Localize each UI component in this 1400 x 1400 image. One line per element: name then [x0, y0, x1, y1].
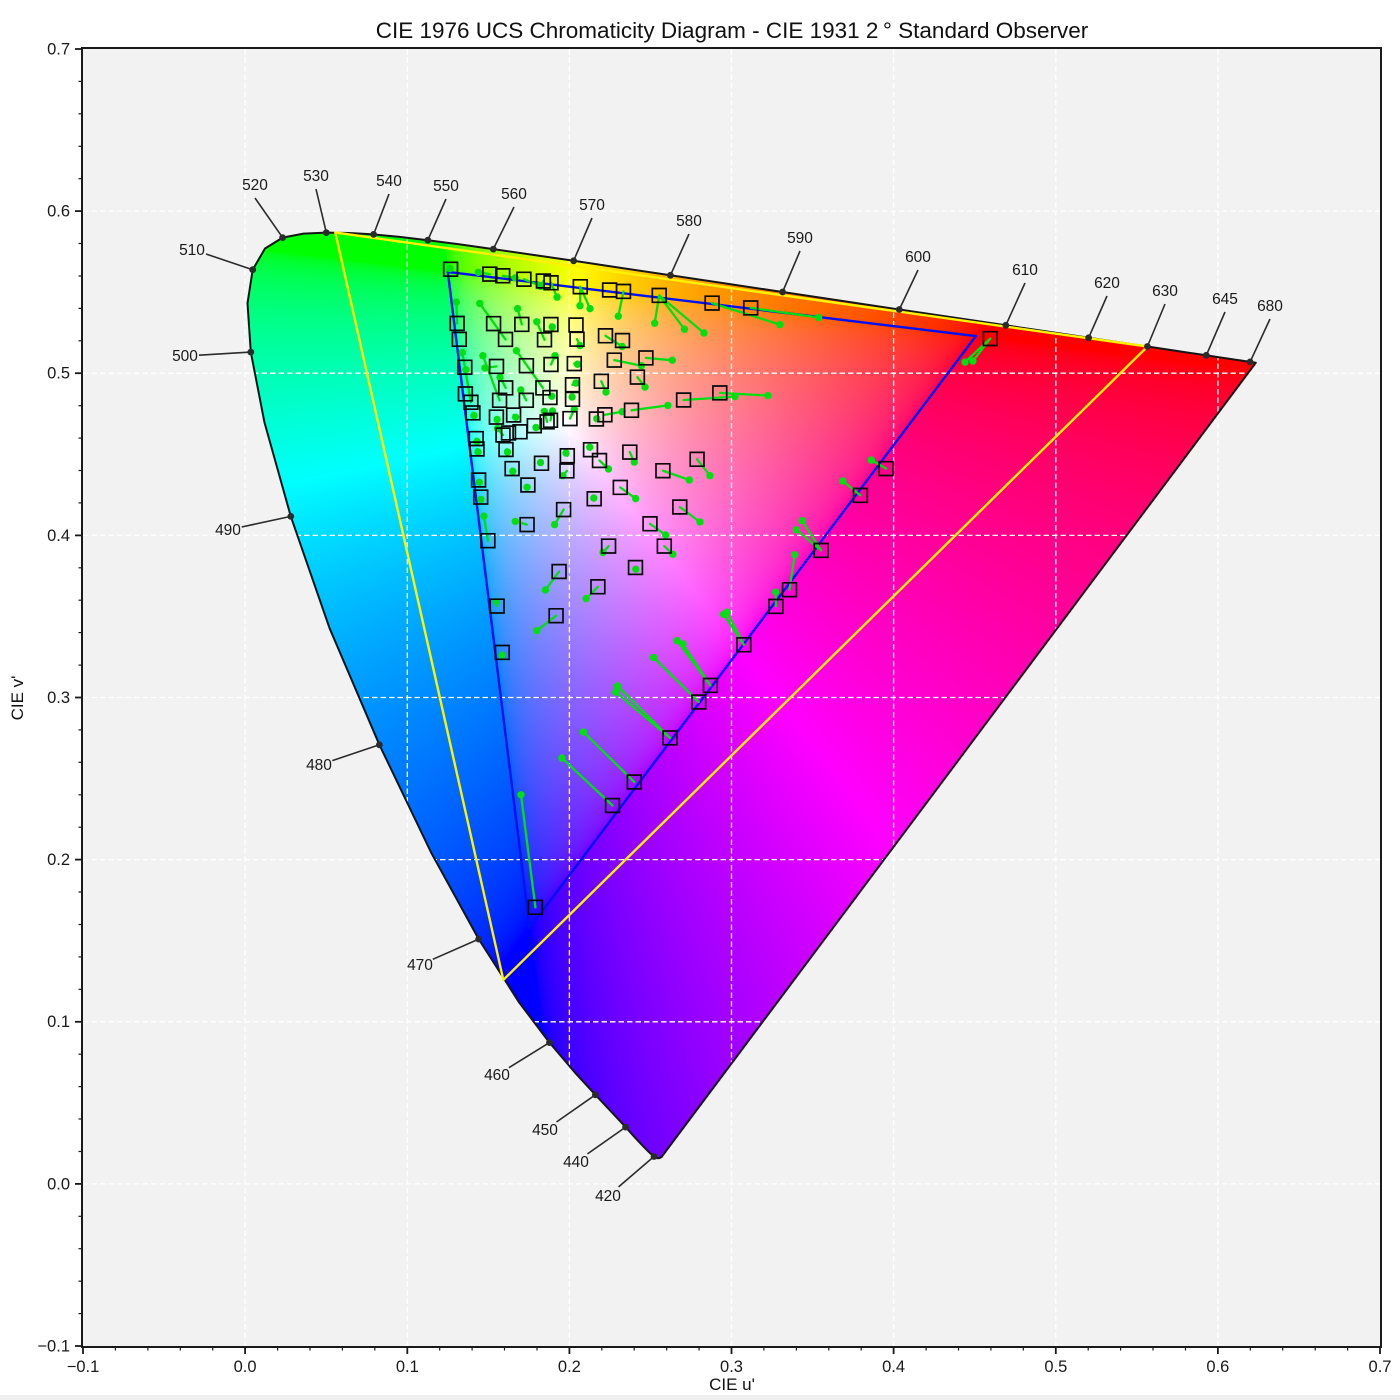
svg-text:470: 470 — [407, 957, 433, 974]
svg-text:0.1: 0.1 — [396, 1358, 419, 1376]
svg-text:0.7: 0.7 — [47, 41, 70, 59]
svg-text:520: 520 — [242, 177, 268, 194]
svg-text:590: 590 — [787, 230, 813, 247]
svg-text:−0.1: −0.1 — [37, 1338, 70, 1356]
svg-text:680: 680 — [1257, 298, 1283, 315]
svg-text:0.4: 0.4 — [47, 527, 70, 545]
svg-text:CIE v': CIE v' — [8, 676, 27, 721]
svg-text:500: 500 — [172, 348, 198, 365]
svg-text:645: 645 — [1212, 291, 1238, 308]
svg-text:570: 570 — [579, 197, 605, 214]
svg-text:0.2: 0.2 — [47, 851, 70, 869]
svg-text:0.3: 0.3 — [720, 1358, 743, 1376]
svg-text:0.7: 0.7 — [1369, 1358, 1392, 1376]
svg-text:620: 620 — [1094, 275, 1120, 292]
svg-text:550: 550 — [433, 178, 459, 195]
svg-text:540: 540 — [376, 173, 402, 190]
svg-text:CIE u': CIE u' — [709, 1375, 755, 1394]
svg-text:560: 560 — [501, 186, 527, 203]
svg-text:−0.1: −0.1 — [67, 1358, 100, 1376]
svg-text:0.5: 0.5 — [47, 365, 70, 383]
svg-text:530: 530 — [303, 168, 329, 185]
svg-text:0.5: 0.5 — [1044, 1358, 1067, 1376]
svg-text:0.4: 0.4 — [882, 1358, 905, 1376]
svg-text:460: 460 — [484, 1067, 510, 1084]
svg-text:0.6: 0.6 — [47, 203, 70, 221]
svg-text:450: 450 — [532, 1122, 558, 1139]
svg-text:440: 440 — [563, 1154, 589, 1171]
svg-text:0.6: 0.6 — [1206, 1358, 1229, 1376]
svg-text:630: 630 — [1152, 283, 1178, 300]
svg-text:0.2: 0.2 — [558, 1358, 581, 1376]
svg-text:0.0: 0.0 — [47, 1175, 70, 1193]
svg-text:CIE 1976 UCS Chromaticity Diag: CIE 1976 UCS Chromaticity Diagram - CIE … — [376, 18, 1089, 43]
svg-text:580: 580 — [676, 213, 702, 230]
svg-text:0.1: 0.1 — [47, 1013, 70, 1031]
svg-text:480: 480 — [306, 757, 332, 774]
svg-text:420: 420 — [595, 1188, 621, 1205]
svg-text:600: 600 — [905, 249, 931, 266]
svg-text:0.0: 0.0 — [234, 1358, 257, 1376]
svg-text:490: 490 — [215, 522, 241, 539]
svg-text:510: 510 — [179, 242, 205, 259]
svg-text:610: 610 — [1012, 262, 1038, 279]
svg-text:0.3: 0.3 — [47, 689, 70, 707]
